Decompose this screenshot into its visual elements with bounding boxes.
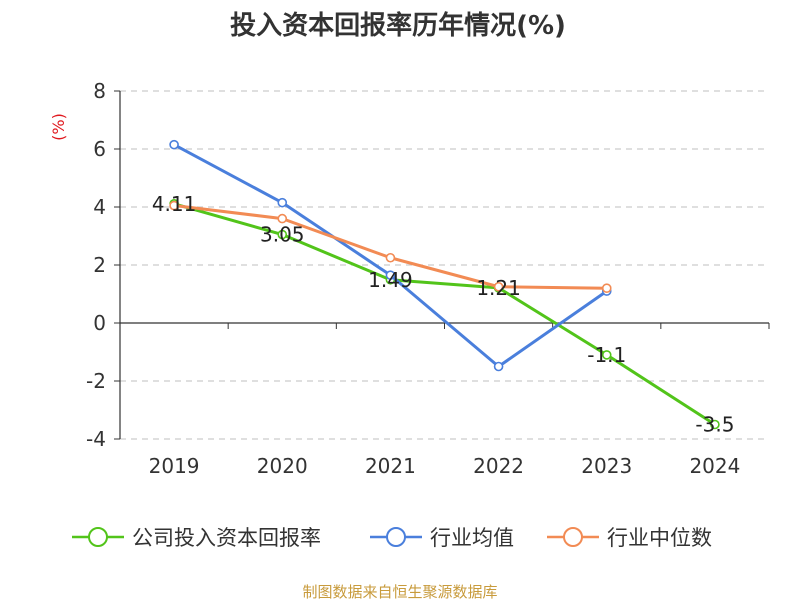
data-label: -3.5: [695, 413, 734, 437]
x-tick-label: 2024: [689, 454, 740, 478]
legend-marker: [563, 527, 583, 547]
x-tick-label: 2020: [257, 454, 308, 478]
y-tick-label: -4: [86, 427, 106, 451]
legend-label: 公司投入资本回报率: [132, 526, 321, 550]
data-point: [277, 197, 288, 208]
data-label: 4.11: [152, 192, 197, 216]
data-point: [493, 281, 504, 292]
data-label: 1.21: [476, 276, 521, 300]
legend-label: 行业中位数: [607, 526, 712, 550]
data-point: [385, 252, 396, 263]
data-point: [710, 419, 720, 430]
y-axis-label: (%): [49, 113, 68, 141]
series-lines: [169, 139, 720, 430]
data-point: [169, 139, 179, 150]
data-labels: 4.11 3.05 1.49 1.21 -1.1 -3.5: [152, 192, 735, 437]
series-line: [172, 202, 717, 426]
data-point: [385, 270, 396, 280]
source-note: 制图数据来自恒生聚源数据库: [302, 583, 497, 600]
data-point: [169, 200, 179, 211]
legend-marker: [88, 527, 108, 547]
x-tick-label: 2019: [149, 454, 200, 478]
data-point: [493, 361, 504, 372]
legend-marker: [386, 527, 406, 547]
y-tick-label: 8: [93, 79, 106, 103]
y-tick-label: 4: [93, 195, 106, 219]
y-tick-label: 2: [93, 253, 106, 277]
legend: 公司投入资本回报率 行业均值 行业中位数: [72, 526, 712, 550]
axes: -4 -2 0 2 4 6 8 2019 2020 2021 2022 2023 2024: [86, 79, 770, 478]
x-tick-label: 2023: [581, 454, 632, 478]
y-tick-label: -2: [86, 369, 106, 393]
data-label: 1.49: [368, 268, 413, 292]
y-tick-label: 0: [93, 311, 106, 335]
grid: [120, 90, 769, 440]
data-point: [601, 283, 612, 294]
legend-label: 行业均值: [430, 526, 514, 550]
y-tick-label: 6: [93, 137, 106, 161]
data-point: [601, 350, 612, 360]
x-tick-label: 2022: [473, 454, 524, 478]
data-point: [277, 213, 288, 224]
data-label: 3.05: [260, 223, 305, 247]
data-point: [277, 229, 288, 240]
chart-title: 投入资本回报率历年情况(%): [230, 10, 566, 41]
x-tick-label: 2021: [365, 454, 416, 478]
data-label: -1.1: [587, 343, 626, 367]
